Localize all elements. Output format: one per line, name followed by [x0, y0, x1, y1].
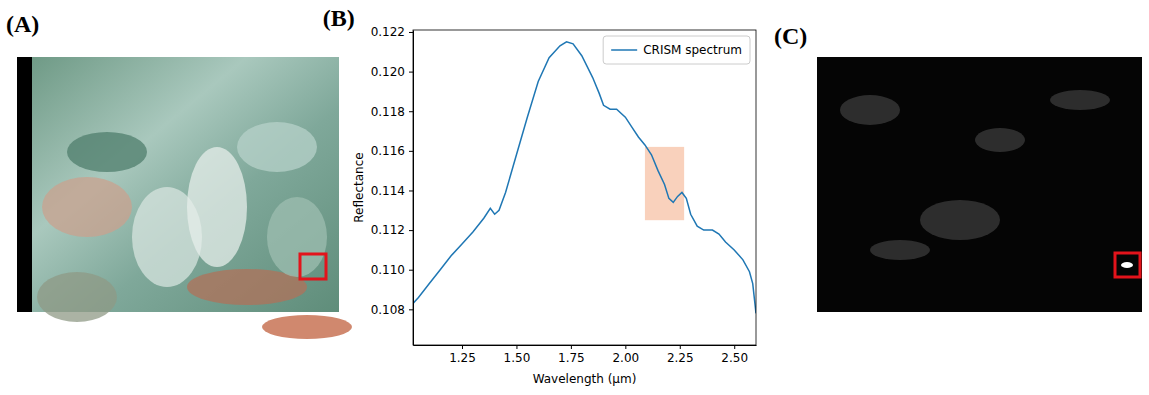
x-tick: 1.75 [558, 345, 585, 365]
x-tick-mark [571, 345, 572, 349]
x-tick-mark [734, 345, 735, 349]
panel-label: (B) [323, 5, 355, 31]
highlight-box [1115, 253, 1140, 277]
figure: (A) (C) 1.25 1.50 1.75 2.00 2.25 2.50 0.108 0.110… [0, 0, 1149, 395]
x-tick-label: 1.75 [558, 351, 585, 365]
image-texture [267, 197, 327, 277]
x-tick: 2.25 [667, 345, 694, 365]
y-tick: 0.114 [371, 184, 413, 198]
plot-area [413, 42, 756, 313]
y-tick: 0.120 [371, 65, 413, 79]
y-tick-label: 0.114 [371, 184, 405, 198]
x-axis-line [414, 345, 757, 346]
legend-box [603, 36, 750, 64]
plot-frame [413, 30, 756, 345]
y-tick: 0.108 [371, 303, 413, 317]
legend-swatch [611, 49, 637, 51]
y-tick-mark [409, 190, 413, 191]
legend-label: CRISM spectrum [643, 43, 742, 57]
y-tick: 0.110 [371, 263, 413, 277]
y-tick-mark [409, 270, 413, 271]
legend: CRISM spectrum [603, 36, 750, 64]
y-axis-title: Reflectance [352, 152, 366, 222]
y-tick-mark [409, 230, 413, 231]
y-tick: 0.122 [371, 25, 413, 39]
y-axis: 0.108 0.110 0.112 0.114 0.116 0.118 0.120 0.122 [371, 25, 414, 345]
y-tick: 0.118 [371, 105, 413, 119]
highlight-box [300, 254, 326, 279]
y-tick-mark [409, 72, 413, 73]
x-tick-label: 2.50 [721, 351, 748, 365]
spectrum-line [413, 42, 756, 313]
y-tick-mark [409, 111, 413, 112]
x-tick: 1.25 [449, 345, 476, 365]
y-tick-mark [409, 32, 413, 33]
image [817, 57, 1142, 312]
image-texture [262, 315, 352, 339]
x-axis: 1.25 1.50 1.75 2.00 2.25 2.50 [414, 345, 757, 365]
x-tick-label: 1.50 [504, 351, 531, 365]
image-texture [840, 95, 900, 125]
panel-a [17, 57, 352, 339]
y-axis-line [413, 31, 414, 346]
y-tick-label: 0.120 [371, 65, 405, 79]
image-texture [1050, 90, 1110, 110]
y-tick: 0.116 [371, 144, 413, 158]
y-tick-mark [409, 309, 413, 310]
y-tick: 0.112 [371, 223, 413, 237]
panel-c [817, 57, 1142, 312]
x-axis-title: Wavelength (μm) [533, 372, 637, 386]
x-tick: 1.50 [504, 345, 531, 365]
x-tick-label: 2.00 [612, 351, 639, 365]
y-tick-label: 0.122 [371, 25, 405, 39]
image-texture [975, 128, 1025, 152]
x-tick-mark [462, 345, 463, 349]
panel-b: 1.251.501.752.002.252.500.1080.1100.1120… [352, 25, 757, 386]
detected-region [1121, 262, 1133, 268]
image-texture [187, 147, 247, 267]
x-tick: 2.00 [612, 345, 639, 365]
panel-label: (C) [774, 23, 807, 49]
x-tick-label: 2.25 [667, 351, 694, 365]
x-tick-mark [516, 345, 517, 349]
image-texture [42, 177, 132, 237]
y-tick-mark [409, 151, 413, 152]
image-texture [67, 132, 147, 172]
x-tick-label: 1.25 [449, 351, 476, 365]
image-texture [237, 122, 317, 172]
x-tick-mark [680, 345, 681, 349]
y-tick-label: 0.108 [371, 303, 405, 317]
y-tick-label: 0.118 [371, 105, 405, 119]
y-tick-label: 0.110 [371, 263, 405, 277]
image-texture [870, 240, 930, 260]
x-tick-mark [625, 345, 626, 349]
panel-label: (A) [6, 11, 39, 37]
image-texture [920, 200, 1000, 240]
x-tick: 2.50 [721, 345, 748, 365]
image-texture [37, 272, 117, 322]
image-strip [17, 57, 32, 312]
y-tick-label: 0.112 [371, 223, 405, 237]
y-tick-label: 0.116 [371, 144, 405, 158]
